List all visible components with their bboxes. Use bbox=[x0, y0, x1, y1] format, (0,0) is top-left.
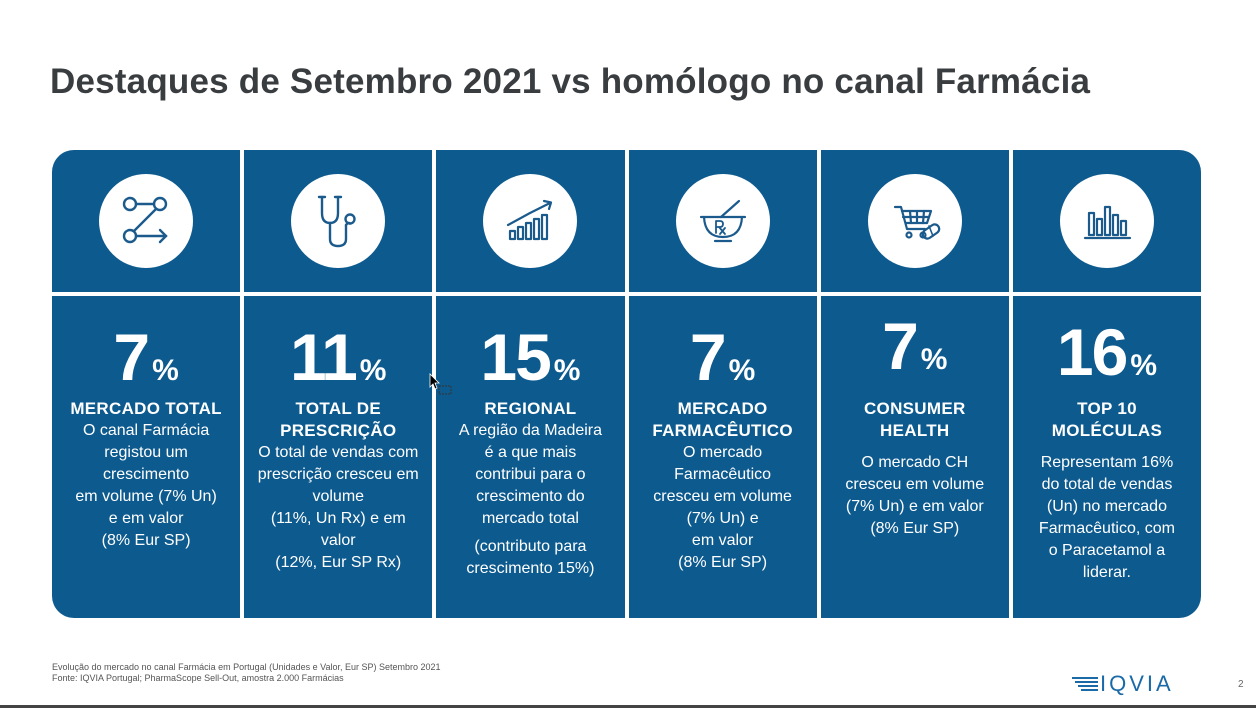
network-arrow-icon bbox=[122, 196, 168, 244]
stat-value: 11% bbox=[290, 320, 387, 394]
highlight-card-regional: 15% REGIONAL A região da Madeira é a que… bbox=[436, 150, 629, 618]
card-heading: TOP 10 MOLÉCULAS bbox=[1051, 399, 1163, 440]
logo-text: IQVIA bbox=[1100, 671, 1174, 696]
card-content: 11% TOTAL DE PRESCRIÇÃO O total de venda… bbox=[244, 296, 433, 618]
bar-chart-icon bbox=[1083, 205, 1132, 240]
mouse-cursor-icon bbox=[429, 373, 452, 395]
stat-value: 15% bbox=[480, 320, 581, 394]
card-heading: CONSUMER HEALTH bbox=[863, 399, 966, 440]
stat-value: 7% bbox=[113, 320, 179, 394]
card-content: 7% CONSUMER HEALTH O mercado CH cresceu … bbox=[820, 296, 1009, 618]
footnote-source: Fonte: IQVIA Portugal; PharmaScope Sell-… bbox=[52, 673, 344, 683]
highlight-card-mercado-total: 7% MERCADO TOTAL O canal Farmácia regist… bbox=[52, 150, 245, 618]
highlight-card-mercado-farmaceutico: 7% MERCADO FARMACÊUTICO O mercado Farmac… bbox=[628, 150, 821, 618]
footnote: Evolução do mercado no canal Farmácia em… bbox=[52, 662, 441, 684]
card-heading: MERCADO FARMACÊUTICO bbox=[652, 399, 793, 440]
mortar-pestle-rx-icon bbox=[699, 199, 746, 243]
icon-circle bbox=[291, 174, 386, 268]
highlights-panel: 7% MERCADO TOTAL O canal Farmácia regist… bbox=[52, 150, 1201, 618]
card-description: O mercado Farmacêutico cresceu em volume… bbox=[653, 444, 792, 571]
card-icon-area bbox=[628, 150, 817, 296]
card-description: A região da Madeira é a que mais contrib… bbox=[458, 422, 603, 527]
card-icon-area bbox=[820, 150, 1009, 296]
icon-circle bbox=[1059, 174, 1154, 268]
basket-pill-icon bbox=[893, 205, 941, 240]
card-icon-area bbox=[1012, 150, 1201, 296]
card-description: O mercado CH cresceu em volume (7% Un) e… bbox=[845, 454, 985, 537]
card-icon-area bbox=[52, 150, 241, 296]
card-heading: TOTAL DE PRESCRIÇÃO bbox=[280, 399, 397, 440]
card-description: O total de vendas com prescrição cresceu… bbox=[257, 444, 419, 571]
stethoscope-icon bbox=[318, 195, 356, 248]
highlight-card-consumer-health: 7% CONSUMER HEALTH O mercado CH cresceu … bbox=[820, 150, 1013, 618]
bottom-divider bbox=[0, 705, 1256, 708]
page-number: 2 bbox=[1238, 679, 1244, 690]
card-heading: MERCADO TOTAL bbox=[70, 399, 222, 418]
card-icon-area bbox=[244, 150, 433, 296]
card-description: O canal Farmácia registou um crescimento… bbox=[75, 422, 217, 549]
icon-circle bbox=[867, 174, 962, 268]
slide-title: Destaques de Setembro 2021 vs homólogo n… bbox=[50, 62, 1091, 101]
icon-circle bbox=[483, 174, 578, 268]
footnote-description: Evolução do mercado no canal Farmácia em… bbox=[52, 662, 441, 672]
logo-lines-icon bbox=[1072, 677, 1098, 691]
icon-circle bbox=[675, 174, 770, 268]
highlight-card-top-10-moleculas: 16% TOP 10 MOLÉCULAS Representam 16% do … bbox=[1012, 150, 1201, 618]
highlight-card-total-prescricao: 11% TOTAL DE PRESCRIÇÃO O total de venda… bbox=[244, 150, 437, 618]
card-content: 7% MERCADO FARMACÊUTICO O mercado Farmac… bbox=[628, 296, 817, 618]
card-heading: REGIONAL bbox=[484, 399, 577, 418]
card-content: 16% TOP 10 MOLÉCULAS Representam 16% do … bbox=[1012, 296, 1201, 618]
card-note: (contributo para crescimento 15%) bbox=[466, 538, 595, 577]
iqvia-logo: IQVIA bbox=[1072, 673, 1174, 695]
card-content: 15% REGIONAL A região da Madeira é a que… bbox=[436, 296, 625, 618]
card-icon-area bbox=[436, 150, 625, 296]
stat-value: 7% bbox=[882, 309, 948, 383]
growth-chart-icon bbox=[507, 199, 553, 241]
card-content: 7% MERCADO TOTAL O canal Farmácia regist… bbox=[52, 296, 241, 618]
card-description: Representam 16% do total de vendas (Un) … bbox=[1038, 454, 1175, 581]
icon-circle bbox=[99, 174, 194, 268]
stat-value: 16% bbox=[1056, 315, 1157, 389]
stat-value: 7% bbox=[689, 320, 756, 394]
